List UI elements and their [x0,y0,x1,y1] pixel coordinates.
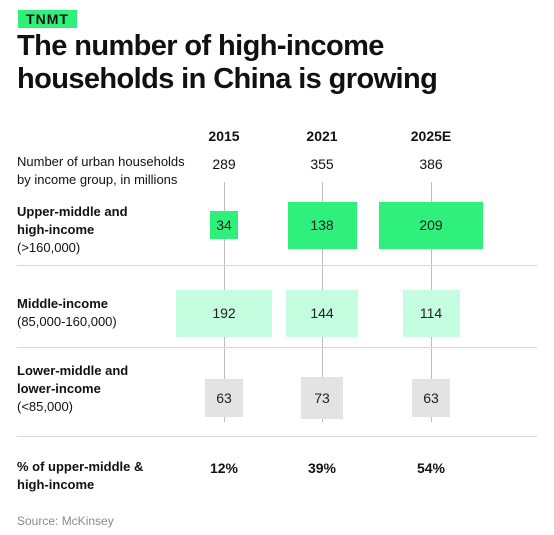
row-range-lower: (<85,000) [17,399,74,414]
row-label-upper-line-1: Upper-middle and [17,204,128,219]
share-2021: 39% [307,460,337,476]
total-2025e: 386 [419,156,443,172]
share-label: % of upper-middle & high-income [17,458,143,494]
column-header-2015: 2015 [208,128,240,144]
row-separator [17,436,537,437]
total-2021: 355 [310,156,334,172]
totals-label: Number of urban households by income gro… [17,153,185,189]
value-box-upper-2025e: 209 [378,201,484,249]
page-title: The number of high-income households in … [17,30,537,96]
share-label-line-1: % of upper-middle & [17,459,144,474]
row-range-middle: (85,000-160,000) [17,314,117,329]
row-label-lower: Lower-middle and lower-income (<85,000) [17,362,128,416]
column-header-2021: 2021 [306,128,338,144]
row-label-lower-line-1: Lower-middle and [17,363,129,378]
value-box-upper-2015: 34 [209,210,239,240]
row-label-upper-line-2: high-income [17,222,95,237]
title-line-1: The number of high-income [17,30,384,62]
totals-label-line-2: by income group, in millions [17,172,178,187]
value-box-middle-2015: 192 [176,289,272,337]
value-box-middle-2025e: 114 [402,289,460,337]
total-2015: 289 [212,156,236,172]
row-label-middle-line-1: Middle-income [17,296,109,311]
row-label-upper: Upper-middle and high-income (>160,000) [17,203,128,257]
value-box-upper-2021: 138 [287,201,357,249]
row-label-lower-line-2: lower-income [17,381,101,396]
totals-label-line-1: Number of urban households [17,154,185,169]
source-note: Source: McKinsey [17,514,114,528]
value-box-lower-2015: 63 [204,378,244,418]
row-separator [17,265,537,266]
brand-logo: TNMT [18,10,77,28]
row-separator [17,347,537,348]
row-label-middle: Middle-income (85,000-160,000) [17,295,117,331]
share-2015: 12% [209,460,239,476]
value-box-middle-2021: 144 [286,289,358,337]
column-header-2025e: 2025E [410,128,452,144]
value-box-lower-2021: 73 [301,377,343,419]
title-line-2: households in China is growing [17,63,438,95]
value-box-lower-2025e: 63 [411,378,451,418]
row-range-upper: (>160,000) [17,240,81,255]
share-label-line-2: high-income [17,477,95,492]
share-2025e: 54% [416,460,446,476]
